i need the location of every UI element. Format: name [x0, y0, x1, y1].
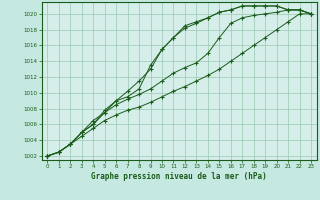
X-axis label: Graphe pression niveau de la mer (hPa): Graphe pression niveau de la mer (hPa) — [91, 172, 267, 181]
